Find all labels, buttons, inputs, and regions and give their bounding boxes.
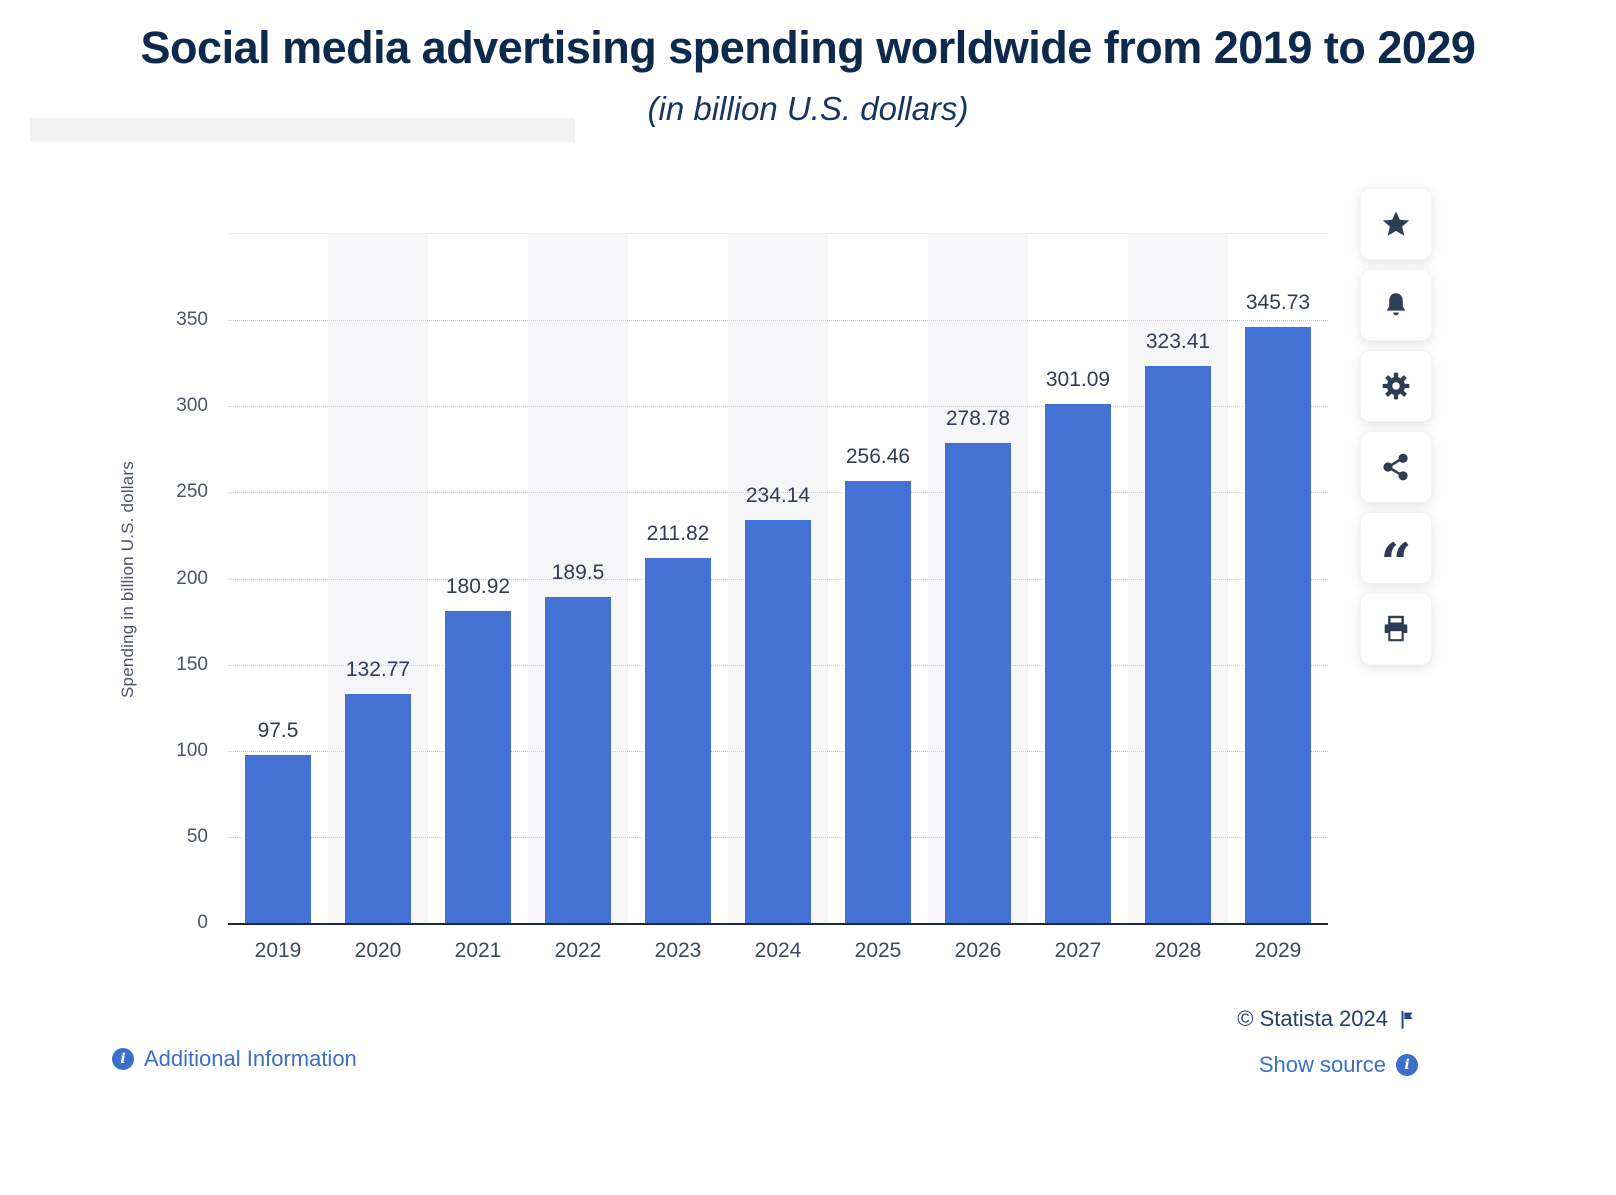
- share-icon: [1383, 453, 1408, 481]
- bar-2023[interactable]: [645, 558, 711, 923]
- value-label: 234.14: [745, 483, 811, 507]
- info-icon: i: [112, 1048, 134, 1070]
- bar-slot: 189.5 2022: [528, 234, 628, 962]
- bar-2029[interactable]: [1245, 327, 1311, 923]
- y-tick-label: 150: [176, 653, 208, 675]
- bar-slot: 345.73 2029: [1228, 234, 1328, 962]
- x-axis-label: 2022: [554, 939, 602, 962]
- info-icon: i: [1396, 1054, 1418, 1076]
- cite-button[interactable]: “: [1360, 512, 1432, 590]
- gridline: [228, 320, 1328, 322]
- bar-2022[interactable]: [545, 596, 611, 923]
- x-axis-label: 2026: [954, 939, 1002, 962]
- show-source-label: Show source: [1258, 1052, 1386, 1077]
- bar-slot: 234.14 2024: [728, 234, 828, 962]
- copyright-row: © Statista 2024: [1237, 1006, 1418, 1032]
- bar-2028[interactable]: [1145, 365, 1211, 923]
- additional-information-link[interactable]: i Additional Information: [112, 1046, 357, 1072]
- value-label: 256.46: [845, 445, 911, 469]
- value-label: 180.92: [445, 575, 511, 599]
- value-label: 323.41: [1145, 329, 1211, 353]
- bar-2020[interactable]: [345, 694, 411, 923]
- notifications-button[interactable]: [1360, 269, 1432, 341]
- y-tick-label: 350: [176, 309, 208, 331]
- flag-icon[interactable]: [1398, 1009, 1418, 1029]
- x-axis-label: 2028: [1154, 939, 1202, 962]
- plot-area: 0 50 100 150 200 250 300 350 97.5 2019 132.77 2020 1…: [176, 233, 1328, 962]
- value-label: 301.09: [1045, 368, 1111, 392]
- bar-slot: 211.82 2023: [628, 234, 728, 962]
- print-icon: [1384, 615, 1408, 642]
- bar-2025[interactable]: [845, 481, 911, 923]
- y-tick-label: 100: [176, 739, 208, 761]
- x-axis-label: 2029: [1254, 939, 1302, 962]
- settings-button[interactable]: [1360, 350, 1432, 422]
- value-label: 211.82: [646, 522, 710, 546]
- bar-2019[interactable]: [245, 755, 311, 923]
- show-source-link[interactable]: Show source i: [1237, 1052, 1418, 1078]
- bar-slot: 132.77 2020: [328, 234, 428, 962]
- bar-2027[interactable]: [1045, 404, 1111, 923]
- background-artifact: [30, 118, 575, 142]
- bar-slot: 180.92 2021: [428, 234, 528, 962]
- gridline: [228, 492, 1328, 494]
- print-button[interactable]: [1360, 593, 1432, 665]
- x-axis-label: 2025: [854, 939, 902, 962]
- star-icon: [1382, 211, 1410, 236]
- y-tick-label: 200: [176, 567, 208, 589]
- gridline: [228, 406, 1328, 408]
- x-axis-label: 2020: [354, 939, 402, 962]
- gear-icon: [1382, 372, 1410, 400]
- bell-icon: [1386, 293, 1406, 316]
- copyright-label: © Statista 2024: [1237, 1006, 1388, 1031]
- chart-toolbar: “: [1360, 188, 1432, 665]
- value-label: 97.5: [257, 719, 299, 743]
- y-axis-label: Spending in billion U.S. dollars: [118, 460, 137, 698]
- favorite-button[interactable]: [1360, 188, 1432, 260]
- bar-slot: 323.41 2028: [1128, 234, 1228, 962]
- share-button[interactable]: [1360, 431, 1432, 503]
- value-label: 345.73: [1245, 291, 1311, 315]
- chart-header: Social media advertising spending worldw…: [0, 22, 1616, 128]
- y-tick-label: 300: [176, 395, 208, 417]
- value-label: 189.5: [551, 560, 605, 584]
- bar-2024[interactable]: [745, 519, 811, 923]
- bar-slot: 256.46 2025: [828, 234, 928, 962]
- bar-2026[interactable]: [945, 442, 1011, 923]
- bar-2021[interactable]: [445, 611, 511, 923]
- additional-information-label: Additional Information: [144, 1046, 357, 1071]
- footer-right: © Statista 2024 Show source i: [1237, 1006, 1418, 1078]
- x-axis-label: 2023: [654, 939, 702, 962]
- page-title: Social media advertising spending worldw…: [140, 22, 1476, 73]
- page-subtitle: (in billion U.S. dollars): [647, 90, 969, 127]
- quote-icon: “: [1380, 531, 1412, 595]
- x-axis-label: 2021: [454, 939, 502, 962]
- bar-slot: 278.78 2026: [928, 234, 1028, 962]
- x-axis-label: 2024: [754, 939, 802, 962]
- y-tick-label: 250: [176, 481, 208, 503]
- x-axis-label: 2027: [1054, 939, 1102, 962]
- value-label: 132.77: [345, 658, 411, 682]
- y-tick-label: 50: [186, 825, 208, 847]
- bar-slot: 301.09 2027: [1028, 234, 1128, 962]
- value-label: 278.78: [945, 406, 1011, 430]
- x-axis-label: 2019: [254, 939, 302, 962]
- y-tick-label: 0: [197, 912, 208, 933]
- bar-slot: 97.5 2019: [228, 234, 328, 962]
